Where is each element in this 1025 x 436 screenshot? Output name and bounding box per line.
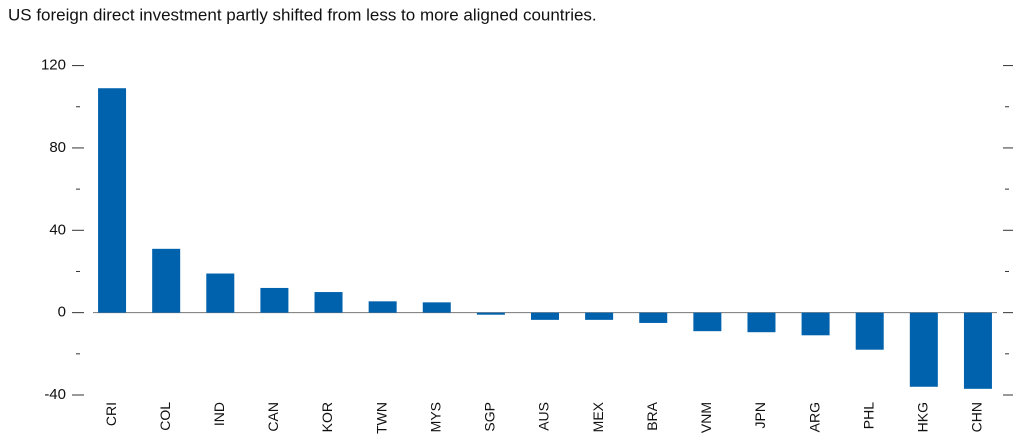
y-tick-label: 0 bbox=[58, 304, 66, 321]
bar bbox=[476, 312, 505, 315]
bar bbox=[531, 312, 559, 320]
bar bbox=[98, 88, 127, 313]
x-tick-label: SGP bbox=[482, 402, 498, 432]
bar bbox=[585, 312, 614, 320]
bar bbox=[639, 312, 668, 323]
bar bbox=[801, 312, 830, 336]
x-tick-label: CRI bbox=[103, 402, 119, 426]
x-tick-label: BRA bbox=[644, 401, 660, 430]
y-tick-label: -40 bbox=[44, 386, 66, 403]
x-tick-label: JPN bbox=[752, 402, 768, 428]
x-tick-label: COL bbox=[157, 402, 173, 431]
bar bbox=[963, 312, 992, 389]
bar bbox=[152, 248, 181, 313]
bar bbox=[206, 273, 235, 313]
x-tick-label: TWN bbox=[373, 402, 389, 434]
bar bbox=[747, 312, 776, 333]
y-tick-label: 40 bbox=[49, 221, 66, 238]
bar bbox=[855, 312, 884, 350]
x-tick-label: VNM bbox=[698, 402, 714, 433]
chart-title: US foreign direct investment partly shif… bbox=[8, 5, 597, 24]
y-tick-label: 80 bbox=[49, 139, 66, 156]
x-tick-label: MYS bbox=[427, 402, 443, 432]
x-tick-label: MEX bbox=[590, 401, 606, 432]
y-tick-label: 120 bbox=[41, 57, 66, 74]
x-tick-label: CHN bbox=[969, 402, 985, 432]
bar bbox=[422, 302, 451, 313]
x-tick-label: KOR bbox=[319, 402, 335, 432]
bar bbox=[368, 301, 397, 313]
x-tick-label: AUS bbox=[536, 402, 552, 431]
x-tick-label: IND bbox=[211, 402, 227, 426]
bar bbox=[909, 312, 938, 387]
x-tick-label: PHL bbox=[860, 402, 876, 429]
x-tick-label: HKG bbox=[915, 402, 931, 432]
x-tick-label: ARG bbox=[806, 402, 822, 432]
bar bbox=[260, 287, 289, 313]
x-tick-label: CAN bbox=[265, 402, 281, 432]
bar bbox=[693, 312, 722, 332]
bar bbox=[314, 292, 343, 313]
